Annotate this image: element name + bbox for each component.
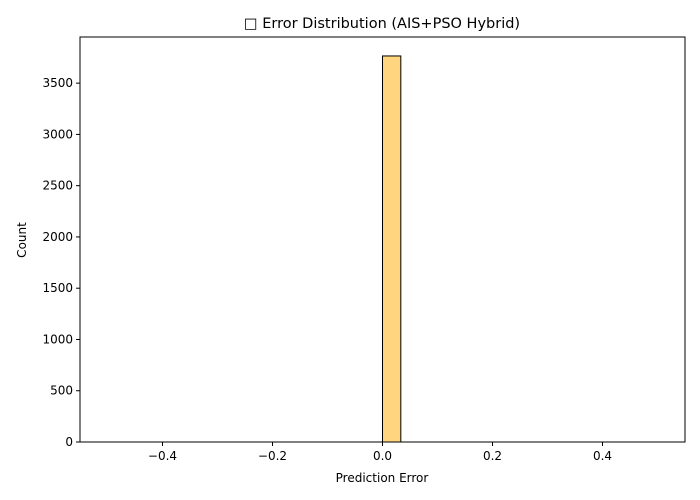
y-tick-label: 0 bbox=[65, 435, 73, 449]
x-axis-ticks: −0.4 −0.2 0.0 0.2 0.4 bbox=[148, 442, 612, 463]
y-tick-label: 1500 bbox=[42, 281, 73, 295]
x-tick-label: 0.2 bbox=[483, 449, 502, 463]
x-tick-label: 0.4 bbox=[593, 449, 612, 463]
x-tick-label: −0.2 bbox=[258, 449, 287, 463]
y-tick-label: 500 bbox=[50, 384, 73, 398]
y-axis-label: Count bbox=[15, 222, 29, 258]
y-tick-label: 3000 bbox=[42, 127, 73, 141]
x-tick-label: −0.4 bbox=[148, 449, 177, 463]
chart-title: □ Error Distribution (AIS+PSO Hybrid) bbox=[244, 16, 520, 32]
axes-frame bbox=[79, 36, 686, 443]
y-tick-label: 2500 bbox=[42, 179, 73, 193]
y-tick-label: 1000 bbox=[42, 332, 73, 346]
y-tick-label: 3500 bbox=[42, 76, 73, 90]
x-tick-label: 0.0 bbox=[373, 449, 392, 463]
x-axis-label: Prediction Error bbox=[336, 471, 429, 485]
y-tick-label: 2000 bbox=[42, 230, 73, 244]
histogram-bar bbox=[382, 55, 402, 443]
y-axis-ticks: 0 500 1000 1500 2000 2500 3000 3500 bbox=[42, 76, 80, 449]
